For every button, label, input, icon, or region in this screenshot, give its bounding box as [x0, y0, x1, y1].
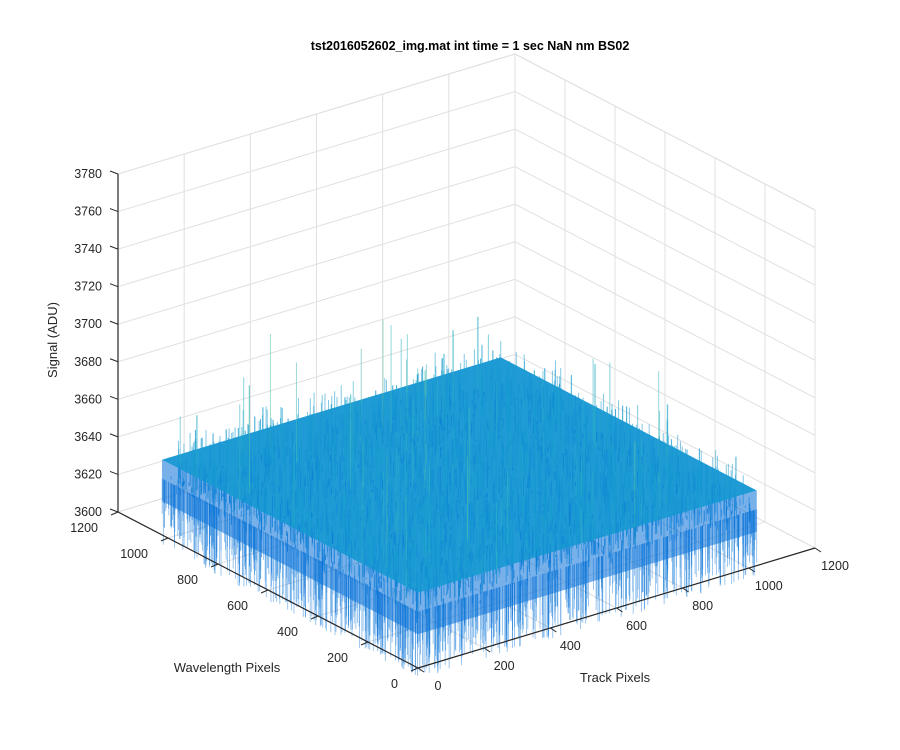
box-edge [514, 53, 816, 211]
surface-layer [161, 316, 758, 676]
box-edge [117, 53, 516, 175]
